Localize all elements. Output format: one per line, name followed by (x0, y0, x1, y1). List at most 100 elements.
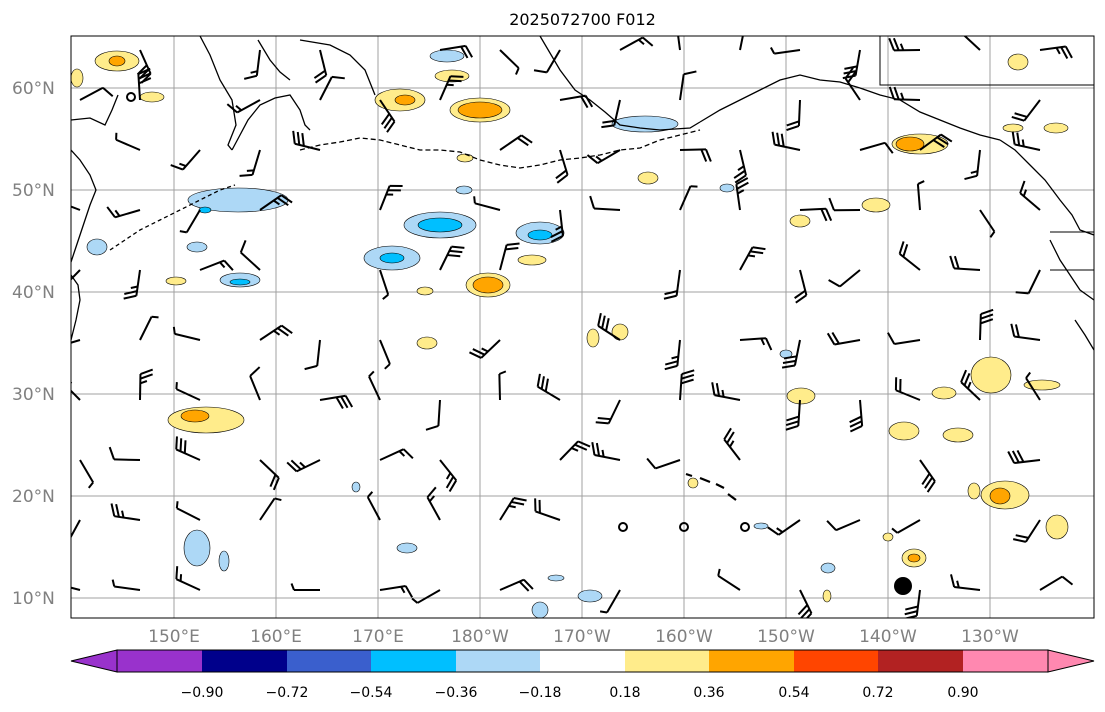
barb-feather (398, 450, 406, 457)
barb-feather (750, 250, 764, 255)
wind-barb (828, 269, 861, 288)
wind-barb (826, 519, 861, 532)
barb-feather (425, 424, 439, 431)
barb-feather (887, 332, 896, 345)
barb-shaft (79, 459, 95, 483)
barb-feather (776, 132, 781, 146)
barb-feather (577, 440, 591, 448)
barb-feather (589, 195, 595, 209)
wind-barb (1019, 180, 1041, 211)
shaded-area (687, 477, 699, 489)
barb-feather (646, 457, 657, 470)
barb-feather (301, 132, 305, 147)
colorbar-tick-label: −0.54 (350, 685, 393, 701)
barb-feather (62, 573, 63, 586)
barb-feather (936, 136, 949, 146)
shaded-anomaly-areas (71, 49, 1069, 618)
barb-feather (515, 67, 520, 75)
shaded-area (882, 532, 894, 542)
colorbar (70, 649, 1095, 673)
barb-feather (743, 33, 750, 34)
wind-barb (313, 49, 328, 84)
barb-feather (932, 139, 945, 148)
barb-shaft (916, 184, 921, 211)
barb-shaft (416, 589, 441, 604)
barb-feather (825, 208, 833, 222)
barb-feather (664, 364, 678, 371)
barb-shaft (115, 138, 141, 151)
wind-barb (368, 370, 381, 401)
wind-barb (379, 99, 396, 133)
wind-barb (826, 331, 861, 346)
wind-barb (426, 486, 441, 521)
wind-barb (139, 368, 154, 401)
colorbar-tick-label: 0.54 (778, 685, 809, 701)
barb-feather (745, 22, 758, 24)
barb-feather (138, 72, 151, 80)
wind-barb (735, 177, 749, 211)
wind-barb (1039, 575, 1074, 591)
barb-feather (711, 382, 716, 396)
barb-feather (900, 92, 905, 100)
barb-feather (277, 327, 289, 337)
barb-shaft (71, 389, 81, 401)
barb-shaft (606, 589, 621, 614)
barb-shaft (859, 141, 886, 151)
barb-feather (498, 370, 507, 375)
wind-barb (717, 568, 741, 591)
colorbar-extend-left (70, 649, 118, 673)
wind-barb (589, 195, 621, 211)
barb-feather (179, 162, 187, 167)
barb-feather (828, 197, 835, 211)
wind-barb (599, 589, 621, 614)
wind-barb (888, 37, 921, 52)
barb-feather (1022, 189, 1028, 197)
barb-shaft (896, 519, 921, 534)
lat-label: 50°N (12, 181, 55, 201)
wind-barb (170, 149, 201, 171)
barb-feather (445, 472, 452, 480)
barb-feather (517, 137, 529, 147)
barb-feather (595, 155, 603, 162)
wind-barb (767, 519, 801, 536)
barb-feather (744, 27, 757, 29)
wind-barb (243, 49, 261, 80)
wind-barb (439, 44, 474, 59)
barb-shaft (240, 251, 261, 271)
shaded-area (396, 542, 418, 554)
colorbar-tick-label: 0.36 (693, 685, 724, 701)
barb-feather (450, 75, 464, 78)
barb-feather (893, 86, 900, 100)
barb-feather (460, 46, 469, 59)
barb-shaft (379, 339, 391, 365)
colorbar-tick-label: 0.72 (862, 685, 893, 701)
wind-barb (304, 339, 321, 371)
colorbar-extend-right (1047, 649, 1095, 673)
barb-feather (1060, 46, 1069, 59)
barb-shaft (437, 399, 441, 427)
wind-barb (259, 324, 293, 341)
shaded-area (637, 171, 659, 185)
barb-shaft (593, 207, 621, 211)
barb-feather (63, 538, 70, 539)
barb-feather (139, 380, 148, 385)
wind-barb (175, 501, 201, 521)
barb-feather (924, 476, 934, 489)
barb-feather (765, 337, 773, 351)
barb-feather (304, 364, 318, 371)
wind-barb (473, 196, 501, 211)
barb-feather (721, 389, 725, 398)
shaded-area (967, 482, 981, 500)
barb-feather (888, 37, 895, 51)
wind-barb (739, 246, 766, 271)
barb-feather (605, 318, 610, 332)
barb-feather (314, 74, 327, 84)
barb-feather (1019, 180, 1026, 194)
wind-barb (723, 427, 741, 461)
barb-feather (380, 113, 391, 125)
barb-feather (677, 18, 688, 24)
barb-feather (898, 241, 905, 255)
barb-feather (1011, 116, 1025, 122)
barb-feather (595, 421, 609, 425)
wind-barb (379, 584, 413, 598)
